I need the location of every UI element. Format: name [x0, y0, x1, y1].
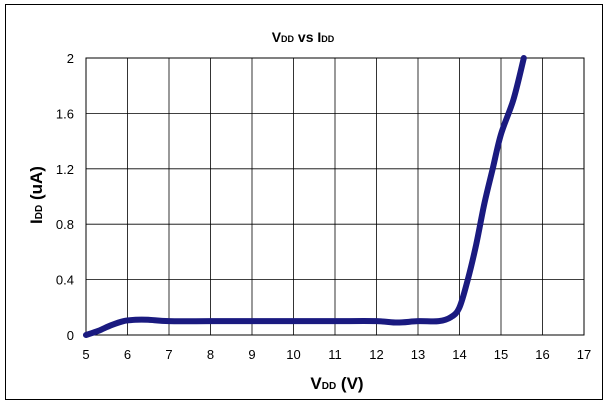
y-tick-label: 0.4: [56, 273, 74, 288]
y-axis-ticks: 0 0.4 0.8 1.2 1.6 2: [56, 51, 74, 343]
plot-area: [85, 57, 585, 336]
x-tick-label: 8: [207, 347, 214, 362]
x-tick-label: 10: [286, 347, 300, 362]
x-axis-ticks: 5 6 7 8 9 10 11 12 13 14 15 16 17: [82, 347, 591, 362]
x-tick-label: 7: [165, 347, 172, 362]
x-tick-label: 14: [452, 347, 466, 362]
chart-frame: [5, 4, 603, 400]
x-tick-label: 12: [369, 347, 383, 362]
y-tick-label: 1.2: [56, 162, 74, 177]
series-line: [83, 55, 527, 338]
x-tick-label: 13: [411, 347, 425, 362]
y-tick-label: 0: [67, 328, 74, 343]
x-tick-label: 6: [124, 347, 131, 362]
x-tick-label: 15: [494, 347, 508, 362]
y-tick-label: 1.6: [56, 106, 74, 121]
y-tick-label: 2: [67, 51, 74, 66]
x-tick-label: 11: [328, 347, 342, 362]
series-layer: [83, 55, 527, 338]
x-tick-label: 9: [248, 347, 255, 362]
x-tick-label: 5: [82, 347, 89, 362]
y-axis-title: IDD (uA): [27, 166, 46, 224]
chart-title: VDD vs IDD: [272, 29, 335, 45]
y-tick-label: 0.8: [56, 217, 74, 232]
x-tick-label: 16: [535, 347, 549, 362]
grid: [85, 57, 585, 336]
x-tick-label: 17: [577, 347, 591, 362]
x-axis-title: VDD (V): [310, 374, 363, 393]
